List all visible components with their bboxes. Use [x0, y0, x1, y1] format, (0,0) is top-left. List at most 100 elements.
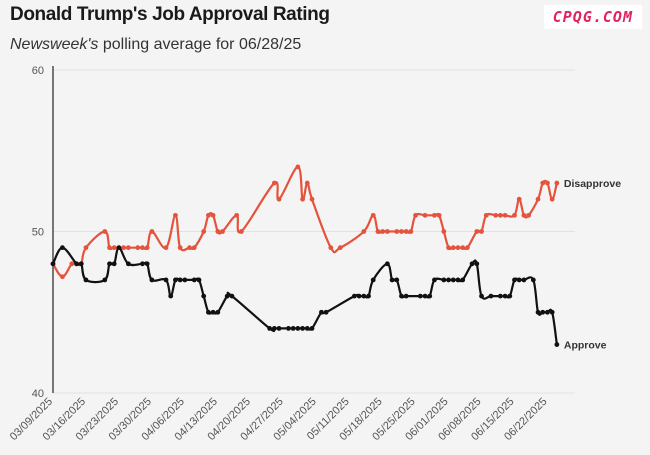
disapprove-point	[271, 180, 277, 186]
approve-point	[267, 326, 273, 331]
approve-point	[102, 277, 108, 283]
approve-point	[210, 309, 216, 315]
approve-point	[549, 309, 555, 315]
subtitle-source: Newsweek's	[10, 36, 99, 53]
disapprove-point	[554, 180, 560, 186]
disapprove-point	[276, 196, 282, 202]
approve-point	[50, 261, 56, 267]
approve-point	[432, 277, 437, 283]
approve-point	[441, 277, 447, 283]
approve-point	[502, 293, 508, 299]
disapprove-point	[403, 229, 409, 234]
disapprove-point	[465, 245, 470, 251]
disapprove-point	[361, 229, 367, 234]
disapprove-point	[304, 180, 310, 186]
approve-point	[300, 326, 305, 331]
disapprove-point	[394, 229, 400, 234]
approve-point	[295, 326, 301, 331]
approve-point	[201, 293, 207, 299]
disapprove-point	[163, 245, 169, 251]
approve-point	[389, 277, 395, 283]
approve-point	[107, 261, 112, 267]
disapprove-point	[337, 245, 343, 251]
approve-point	[351, 293, 357, 299]
disapprove-point	[300, 196, 305, 202]
approve-point	[540, 309, 546, 315]
disapprove-point	[234, 212, 240, 218]
approve-point	[163, 277, 169, 283]
disapprove-point	[206, 212, 211, 218]
approve-point	[74, 261, 79, 267]
approve-point	[469, 261, 475, 267]
chart-subtitle: Newsweek's polling average for 06/28/25	[10, 36, 301, 54]
approve-point	[361, 293, 367, 299]
disapprove-point	[521, 212, 527, 218]
approve-point	[182, 277, 188, 283]
approve-point	[309, 326, 315, 331]
disapprove-point	[545, 180, 550, 186]
disapprove-point	[375, 229, 381, 234]
approve-point	[304, 326, 310, 331]
approve-point	[497, 293, 503, 299]
approve-point	[356, 293, 362, 299]
approve-point	[290, 326, 296, 331]
disapprove-point	[210, 212, 216, 218]
approve-point	[276, 326, 282, 331]
disapprove-point	[140, 245, 145, 251]
approve-point	[168, 293, 174, 299]
disapprove-point	[295, 164, 301, 170]
disapprove-point	[474, 229, 480, 234]
approve-point	[125, 261, 131, 267]
approve-point	[460, 277, 466, 283]
disapprove-point	[328, 245, 334, 251]
approve-point	[394, 277, 400, 283]
disapprove-point	[441, 229, 447, 234]
approve-point	[140, 261, 145, 267]
approve-point	[446, 277, 451, 283]
approve-point	[399, 293, 404, 299]
disapprove-point	[309, 196, 315, 202]
approve-point	[370, 277, 376, 283]
disapprove-point	[493, 212, 499, 218]
approve-point	[455, 277, 461, 283]
approve-point	[516, 277, 522, 283]
approve-point	[417, 293, 423, 299]
subtitle-text: polling average for 06/28/25	[98, 36, 302, 53]
disapprove-point	[238, 229, 244, 234]
approve-point	[271, 326, 277, 331]
approve-point	[384, 261, 390, 267]
approve-point	[535, 309, 541, 315]
disapprove-point	[497, 212, 503, 218]
approve-point	[479, 293, 484, 299]
disapprove-end-label: Disapprove	[564, 178, 621, 190]
disapprove-point	[535, 196, 541, 202]
approve-point	[554, 342, 560, 347]
disapprove-point	[121, 245, 127, 251]
disapprove-point	[460, 245, 466, 251]
disapprove-point	[502, 212, 508, 218]
approve-point	[215, 309, 221, 315]
y-tick-label: 40	[32, 388, 44, 400]
disapprove-point	[399, 229, 404, 234]
approve-point	[512, 277, 517, 283]
approve-point	[60, 245, 65, 251]
approve-point	[111, 261, 117, 267]
disapprove-point	[512, 212, 517, 218]
approve-point	[450, 277, 456, 283]
disapprove-point	[144, 245, 150, 251]
approve-point	[206, 309, 211, 315]
approve-point	[422, 293, 428, 299]
approve-point	[196, 277, 202, 283]
disapprove-point	[102, 229, 108, 234]
disapprove-point	[455, 245, 461, 251]
approve-point	[521, 277, 527, 283]
cpqg-watermark-logo: CPQG.COM	[543, 5, 642, 29]
disapprove-point	[107, 245, 112, 251]
approve-end-label: Approve	[564, 340, 607, 352]
disapprove-point	[446, 245, 451, 251]
approve-point	[224, 293, 230, 299]
approve-point	[530, 277, 536, 283]
disapprove-point	[526, 212, 532, 218]
approve-point	[78, 261, 84, 267]
approve-point	[149, 277, 155, 283]
